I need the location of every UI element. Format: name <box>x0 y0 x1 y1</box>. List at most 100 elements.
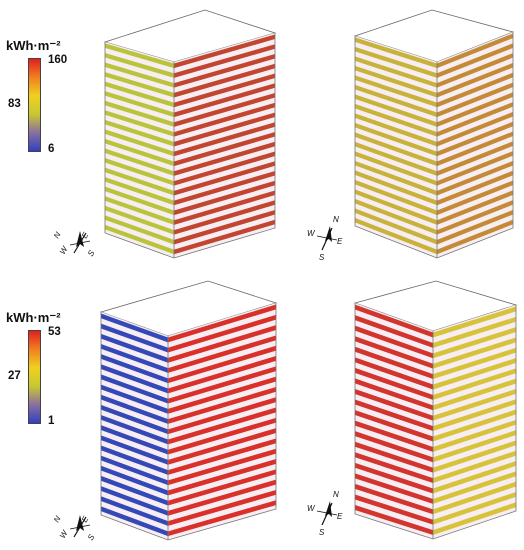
floor-slab-right <box>174 122 275 157</box>
floor-slab-right <box>433 306 516 338</box>
floor-slab-left <box>105 205 174 235</box>
floor-slab-right <box>168 448 276 486</box>
floor-slab-left <box>355 132 437 167</box>
floor-slab-left <box>355 452 433 484</box>
floor-slab-left <box>101 313 168 343</box>
floor-slab-right <box>174 63 275 98</box>
floor-slab-left <box>101 506 168 537</box>
floor-slab-left <box>101 475 168 506</box>
floor-slab-left <box>355 483 433 515</box>
floor-slab-right <box>174 180 275 216</box>
floor-slab-left <box>355 304 433 338</box>
floor-slab-left <box>105 52 174 78</box>
floor-slab-left <box>355 113 437 147</box>
floor-slab-right <box>437 102 513 137</box>
floor-slab-left <box>355 160 437 196</box>
floor-slab-right <box>168 376 276 414</box>
floor-slab-left <box>101 415 168 445</box>
floor-slab-left <box>355 367 433 400</box>
floor-slab-left <box>105 110 174 137</box>
floor-slab-left <box>355 189 437 225</box>
floor-slab-left <box>355 198 437 235</box>
floor-slab-right <box>168 438 276 475</box>
floor-slab-left <box>355 431 433 463</box>
floor-slab-right <box>174 219 275 255</box>
floor-slab-right <box>168 479 276 516</box>
floor-slab-right <box>433 337 516 369</box>
floor-slab-left <box>355 357 433 390</box>
compass-w-label: W <box>307 504 316 513</box>
floor-slab-left <box>105 215 174 245</box>
floor-slab-right <box>433 347 516 380</box>
compass-n-label: N <box>333 490 339 499</box>
legend-title-bottom: kWh·m⁻² <box>6 310 61 325</box>
floor-slab-right <box>437 121 513 157</box>
floor-slab-left <box>355 75 437 108</box>
floor-slab-left <box>105 72 174 98</box>
legend-tick-mid-top: 83 <box>8 98 21 110</box>
floor-slab-right <box>433 409 516 442</box>
floor-slab-right <box>433 358 516 390</box>
compass-w-label: W <box>307 229 316 238</box>
floor-slab-right <box>168 335 276 373</box>
floor-slab-right <box>433 316 516 348</box>
floor-slab-left <box>101 486 168 516</box>
floor-slab-right <box>174 209 275 245</box>
floor-slab-right <box>433 502 516 536</box>
floor-slab-right <box>433 388 516 421</box>
floor-slab-left <box>101 445 168 475</box>
floor-slab-right <box>168 407 276 445</box>
floor-slab-right <box>174 112 275 147</box>
floor-slab-right <box>437 170 513 206</box>
floor-slab-left <box>101 465 168 496</box>
floor-slab-left <box>355 151 437 186</box>
compass-icon: N W E S <box>307 215 343 262</box>
building-bottom-left <box>99 280 278 541</box>
floor-slab-left <box>101 404 168 435</box>
floor-slab-left <box>101 455 168 486</box>
floor-slab-right <box>433 368 516 400</box>
building-right-face <box>437 32 513 258</box>
floor-slab-left <box>355 462 433 494</box>
floor-slab-left <box>105 186 174 216</box>
floor-slab-right <box>437 219 513 255</box>
floor-slab-right <box>174 200 275 235</box>
compass-icon: N W E S <box>52 514 97 542</box>
legend-tick-max-top: 160 <box>48 54 68 66</box>
floor-slab-right <box>168 428 276 465</box>
floor-slab-right <box>168 489 276 526</box>
floor-slab-right <box>174 190 275 225</box>
floor-slab-right <box>437 160 513 196</box>
floor-slab-right <box>168 314 276 353</box>
floor-slab-left <box>101 496 168 526</box>
compass-e-label: E <box>80 514 91 524</box>
floor-slab-right <box>433 461 516 494</box>
floor-slab-right <box>437 111 513 147</box>
floor-slab-left <box>101 323 168 353</box>
floor-slab-left <box>101 394 168 424</box>
floor-slab-left <box>355 441 433 473</box>
floor-slab-left <box>105 119 174 147</box>
floor-slab-left <box>355 94 437 127</box>
floor-slab-right <box>174 92 275 127</box>
legend-tick-min-bottom: 1 <box>48 415 55 427</box>
floor-slab-left <box>105 196 174 225</box>
compass-s-label: S <box>319 253 325 262</box>
floor-slab-left <box>101 435 168 465</box>
floor-slab-left <box>105 100 174 127</box>
legend-title-top: kWh·m⁻² <box>6 38 61 53</box>
floor-slab-right <box>168 397 276 435</box>
floor-slab-right <box>437 131 513 167</box>
compass-n-label: N <box>52 230 63 240</box>
floor-slab-left <box>355 473 433 504</box>
floor-slab-right <box>174 170 275 206</box>
floor-slab-right <box>433 378 516 411</box>
floor-slab-left <box>101 333 168 363</box>
floor-slab-right <box>433 481 516 515</box>
floor-slab-right <box>168 459 276 496</box>
floor-slab-left <box>355 141 437 176</box>
floor-slab-right <box>437 209 513 245</box>
floor-slab-left <box>105 138 174 167</box>
compass-n-label: N <box>333 215 339 224</box>
floor-slab-right <box>437 151 513 186</box>
